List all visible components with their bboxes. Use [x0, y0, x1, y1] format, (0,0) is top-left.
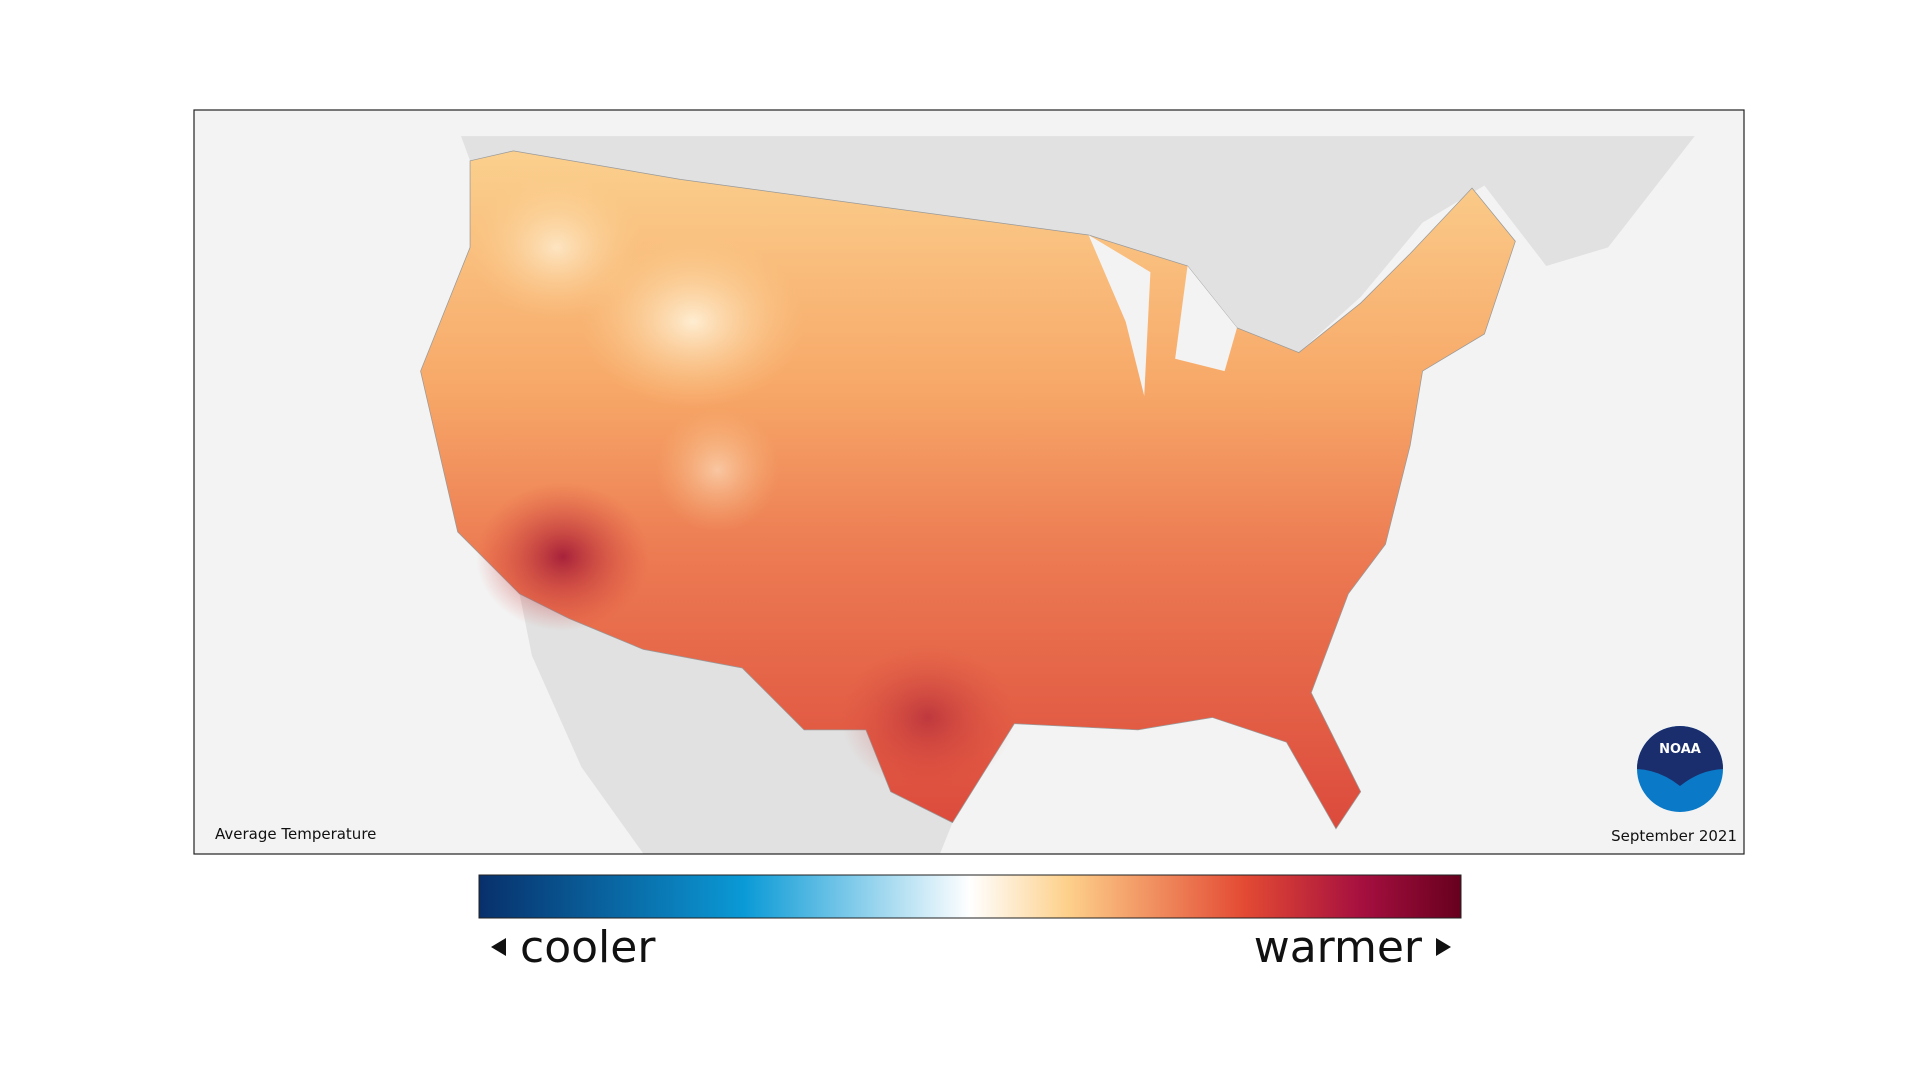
- cool-region: [470, 173, 644, 322]
- warmer-arrow: [1436, 938, 1451, 956]
- hot-region: [841, 643, 1015, 792]
- map-date: September 2021: [1611, 827, 1737, 845]
- legend-high: warmer: [1254, 922, 1423, 973]
- legend-low: cooler: [520, 922, 656, 973]
- map-frame: [193, 109, 1745, 855]
- great-lakes: [1088, 235, 1237, 396]
- noaa-logo: NOAA: [1637, 726, 1723, 812]
- cool-region: [581, 235, 805, 409]
- logo-top: [1637, 726, 1723, 786]
- mexico: [519, 593, 953, 854]
- color-bar: [478, 874, 1462, 919]
- logo-text: NOAA: [1659, 742, 1701, 757]
- map-caption: Average Temperature: [215, 825, 376, 843]
- canada: [461, 136, 1695, 353]
- map: [420, 136, 1695, 854]
- spacer: [1486, 938, 1501, 956]
- hot-region: [476, 482, 650, 631]
- cool-region: [655, 408, 780, 532]
- cooler-arrow: [491, 938, 506, 956]
